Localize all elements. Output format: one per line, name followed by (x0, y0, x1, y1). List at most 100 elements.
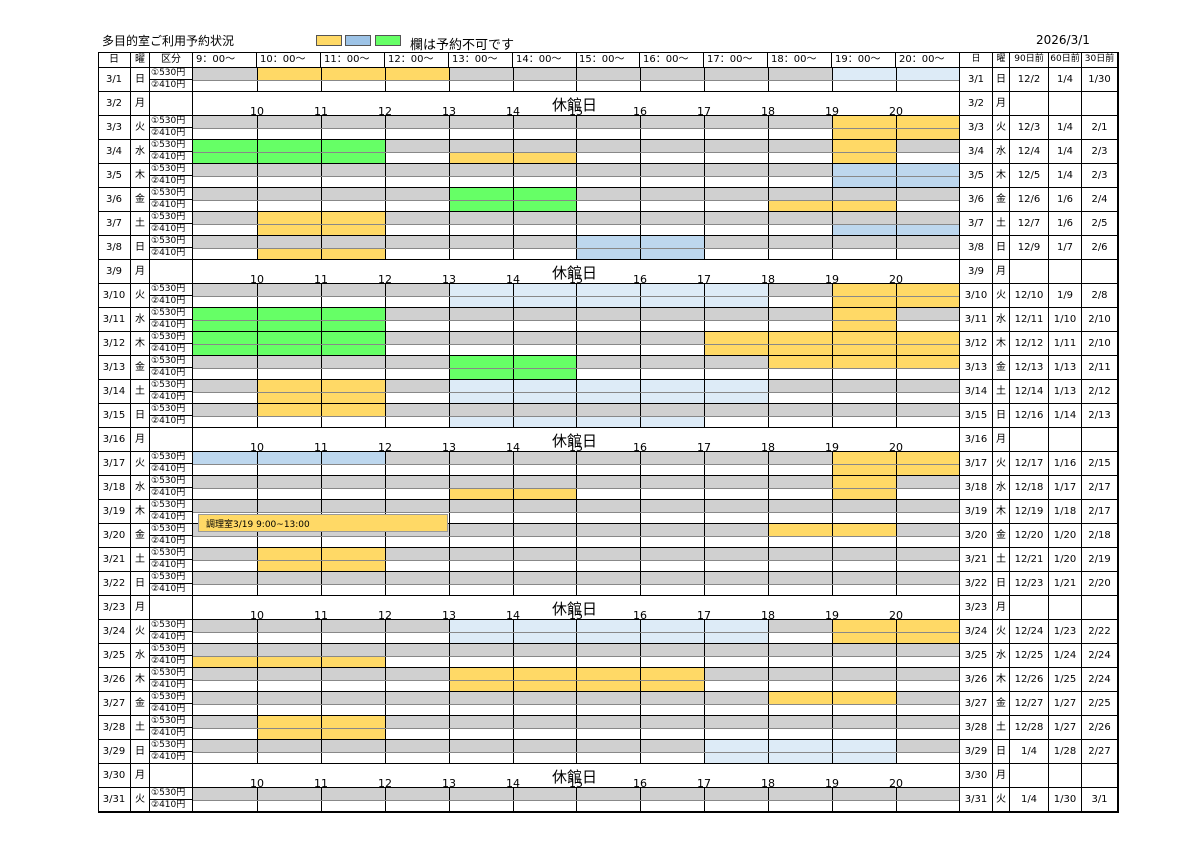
row-d60: 1/23 (1049, 620, 1082, 644)
row-d90: 12/14 (1010, 380, 1049, 404)
price-row-2: ②410円 (150, 728, 193, 740)
row-date: 3/15 (98, 404, 131, 428)
row-bottom (193, 259, 960, 260)
row-date-right: 3/30 (960, 764, 993, 788)
half-divider (193, 680, 960, 681)
half-divider (193, 248, 960, 249)
row-date: 3/7 (98, 212, 131, 236)
hour-number: 16 (633, 273, 647, 286)
hour-number: 17 (697, 609, 711, 622)
col-header-right-weekday: 曜 (993, 52, 1010, 68)
hour-number: 14 (506, 777, 520, 790)
table-frame (98, 52, 1119, 813)
booking-block[interactable] (768, 356, 960, 368)
row-d60: 1/24 (1049, 644, 1082, 668)
row-date: 3/27 (98, 692, 131, 716)
row-weekday: 火 (131, 788, 150, 812)
row-bottom (193, 691, 960, 692)
row-d60: 1/10 (1049, 308, 1082, 332)
half-divider (193, 536, 960, 537)
row-bottom (193, 331, 960, 332)
row-weekday: 水 (131, 476, 150, 500)
row-weekday: 水 (131, 644, 150, 668)
hour-number: 18 (761, 441, 775, 454)
row-d30: 2/27 (1082, 740, 1118, 764)
row-weekday: 金 (131, 692, 150, 716)
comment-note[interactable]: 調理室3/19 9:00~13:00 (198, 514, 448, 532)
half-divider (193, 800, 960, 801)
row-d90: 12/6 (1010, 188, 1049, 212)
row-weekday-right: 土 (993, 548, 1010, 572)
row-d60: 1/20 (1049, 524, 1082, 548)
row-d60: 1/7 (1049, 236, 1082, 260)
row-d90: 12/23 (1010, 572, 1049, 596)
row-d30: 2/1 (1082, 116, 1118, 140)
price-row-2: ②410円 (150, 416, 193, 428)
price-row-1: ①530円 (150, 644, 193, 656)
page-title: 多目的室ご利用予約状況 (102, 34, 235, 48)
price-row-2: ②410円 (150, 152, 193, 164)
hour-number: 15 (569, 777, 583, 790)
price-row-1: ①530円 (150, 188, 193, 200)
booking-block[interactable] (193, 656, 385, 668)
row-d60: 1/14 (1049, 404, 1082, 428)
price-row-2: ②410円 (150, 656, 193, 668)
hour-number: 11 (314, 609, 328, 622)
row-weekday-right: 水 (993, 476, 1010, 500)
price-row-1: ①530円 (150, 140, 193, 152)
row-date: 3/20 (98, 524, 131, 548)
row-d60: 1/16 (1049, 452, 1082, 476)
row-d90: 12/7 (1010, 212, 1049, 236)
hour-number: 20 (889, 441, 903, 454)
row-weekday-right: 土 (993, 212, 1010, 236)
price-row-1: ①530円 (150, 236, 193, 248)
row-d60: 1/21 (1049, 572, 1082, 596)
report-date: 2026/3/1 (1036, 33, 1090, 47)
row-date: 3/17 (98, 452, 131, 476)
price-row-2: ②410円 (150, 392, 193, 404)
row-weekday-right: 日 (993, 572, 1010, 596)
row-d30: 2/20 (1082, 572, 1118, 596)
row-weekday-right: 水 (993, 644, 1010, 668)
half-divider (193, 464, 960, 465)
hour-number: 20 (889, 777, 903, 790)
row-date-right: 3/28 (960, 716, 993, 740)
hour-number: 18 (761, 273, 775, 286)
row-date-right: 3/12 (960, 332, 993, 356)
closed-day-label: 休館日 (552, 600, 598, 618)
row-date-right: 3/19 (960, 500, 993, 524)
row-date-right: 3/29 (960, 740, 993, 764)
row-weekday-right: 木 (993, 332, 1010, 356)
half-divider (193, 176, 960, 177)
price-row-2: ②410円 (150, 320, 193, 332)
row-d30: 2/22 (1082, 620, 1118, 644)
row-weekday-right: 金 (993, 692, 1010, 716)
hour-number: 16 (633, 441, 647, 454)
row-weekday: 火 (131, 116, 150, 140)
row-weekday: 日 (131, 68, 150, 92)
row-date: 3/28 (98, 716, 131, 740)
half-divider (193, 128, 960, 129)
row-d90 (1010, 428, 1049, 452)
row-weekday-right: 木 (993, 668, 1010, 692)
row-d30: 2/6 (1082, 236, 1118, 260)
row-bottom (193, 547, 960, 548)
col-header-time: 20：00〜 (896, 52, 960, 68)
row-date: 3/21 (98, 548, 131, 572)
row-date: 3/23 (98, 596, 131, 620)
row-bottom (193, 667, 960, 668)
row-weekday: 木 (131, 668, 150, 692)
legend-swatch-blue (345, 35, 371, 46)
row-date: 3/18 (98, 476, 131, 500)
row-d90: 12/9 (1010, 236, 1049, 260)
row-d60: 1/11 (1049, 332, 1082, 356)
booking-block[interactable] (193, 452, 385, 464)
row-date: 3/25 (98, 644, 131, 668)
price-row-1: ①530円 (150, 572, 193, 584)
row-weekday-right: 日 (993, 68, 1010, 92)
row-weekday: 月 (131, 428, 150, 452)
row-d30: 2/11 (1082, 356, 1118, 380)
row-d60: 1/30 (1049, 788, 1082, 812)
hour-number: 17 (697, 273, 711, 286)
booking-block[interactable] (257, 68, 449, 80)
